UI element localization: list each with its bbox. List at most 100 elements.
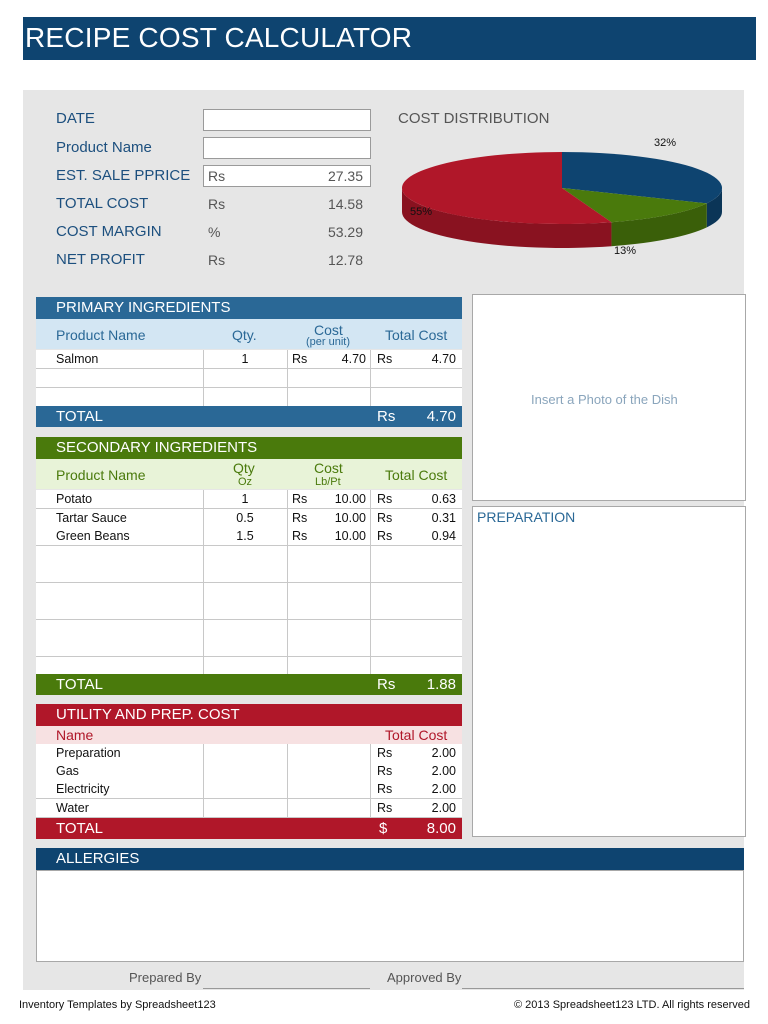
- cell-divider: [370, 582, 371, 601]
- allergies-header: ALLERGIES: [36, 848, 744, 870]
- cell-divider: [203, 564, 204, 582]
- cell-divider: [203, 601, 204, 619]
- pie-slice: [562, 152, 722, 204]
- secondary-ingredients-header: SECONDARY INGREDIENTS: [36, 437, 462, 459]
- row-total-currency: Rs: [377, 529, 393, 543]
- sale-price-value[interactable]: 27.35: [327, 168, 363, 184]
- sale-price-currency: Rs: [208, 168, 226, 184]
- table-row[interactable]: [36, 545, 462, 565]
- utility-cost-header: UTILITY AND PREP. COST: [36, 704, 462, 726]
- row-total: 0.63: [431, 492, 456, 506]
- cost-margin-unit: %: [208, 224, 221, 240]
- cell-divider: [287, 545, 288, 564]
- cell-divider: [203, 545, 204, 564]
- cell-divider: [203, 582, 204, 601]
- cell-divider: [370, 527, 371, 545]
- table-row[interactable]: Salmon 1 Rs 4.70 Rs 4.70: [36, 350, 462, 369]
- row-cost: 10.00: [334, 529, 366, 543]
- col-qty: Qty: [233, 460, 255, 476]
- cost-margin-label: COST MARGIN: [56, 223, 162, 240]
- table-row[interactable]: Water Rs 2.00: [36, 798, 462, 818]
- row-total: 2.00: [431, 746, 456, 760]
- prepared-by-line[interactable]: [203, 988, 370, 989]
- primary-column-header: Product Name Qty. Cost (per unit) Total …: [36, 319, 462, 349]
- cell-divider: [370, 490, 371, 508]
- utility-column-header: Name Total Cost: [36, 726, 462, 744]
- row-total: 2.00: [431, 782, 456, 797]
- product-name-field[interactable]: [203, 137, 371, 159]
- row-name: Green Beans: [56, 529, 130, 543]
- table-row[interactable]: Gas Rs 2.00: [36, 762, 462, 782]
- total-cost-label: TOTAL COST: [56, 195, 149, 212]
- row-cost: 10.00: [334, 510, 366, 525]
- pie-slice-side: [611, 203, 707, 247]
- table-row[interactable]: [36, 601, 462, 620]
- net-profit-label: NET PROFIT: [56, 251, 145, 268]
- cell-divider: [203, 798, 204, 817]
- net-profit-currency: Rs: [208, 252, 226, 268]
- cell-divider: [287, 564, 288, 582]
- cell-divider: [203, 656, 204, 675]
- row-name: Preparation: [56, 746, 121, 760]
- table-row[interactable]: [36, 638, 462, 657]
- cell-divider: [287, 798, 288, 817]
- net-profit-value: 12.78: [327, 252, 363, 268]
- secondary-total-currency: Rs: [377, 676, 396, 693]
- row-total-currency: Rs: [377, 510, 393, 525]
- table-row[interactable]: [36, 388, 462, 407]
- pie-slice-side: [706, 188, 722, 228]
- approved-by-line[interactable]: [462, 988, 744, 989]
- pie-slice-side: [402, 188, 612, 248]
- sale-price-label: EST. SALE PPRICE: [56, 167, 191, 184]
- row-name: Gas: [56, 764, 79, 779]
- table-row[interactable]: Electricity Rs 2.00: [36, 780, 462, 800]
- secondary-total-label: TOTAL: [56, 676, 103, 693]
- cell-divider: [203, 369, 204, 387]
- row-total-currency: Rs: [377, 746, 393, 760]
- col-cost: Cost: [314, 322, 343, 338]
- table-row[interactable]: [36, 656, 462, 676]
- row-cost-currency: Rs: [292, 352, 308, 366]
- table-row[interactable]: Preparation Rs 2.00: [36, 744, 462, 763]
- cell-divider: [287, 388, 288, 406]
- cell-divider: [203, 744, 204, 762]
- dish-photo-box[interactable]: Insert a Photo of the Dish: [472, 294, 746, 501]
- cell-divider: [287, 656, 288, 675]
- col-cost-sub: Lb/Pt: [315, 476, 341, 488]
- table-row[interactable]: [36, 369, 462, 388]
- row-cost-currency: Rs: [292, 492, 308, 506]
- utility-total-value: 8.00: [426, 820, 456, 837]
- table-row[interactable]: Tartar Sauce 0.5 Rs 10.00 Rs 0.31: [36, 508, 462, 528]
- cell-divider: [287, 744, 288, 762]
- sale-price-field[interactable]: [203, 165, 371, 187]
- preparation-box[interactable]: PREPARATION: [472, 506, 746, 837]
- primary-total-bar: TOTAL Rs 4.70: [36, 406, 462, 427]
- date-label: DATE: [56, 110, 95, 127]
- cell-divider: [287, 582, 288, 601]
- pie-data-label: 13%: [614, 245, 636, 257]
- row-total-currency: Rs: [377, 800, 393, 815]
- cell-divider: [370, 508, 371, 527]
- date-field[interactable]: [203, 109, 371, 131]
- cell-divider: [203, 780, 204, 799]
- cell-divider: [370, 798, 371, 817]
- cell-divider: [370, 780, 371, 799]
- allergies-field[interactable]: [36, 870, 744, 962]
- table-row[interactable]: Potato 1 Rs 10.00 Rs 0.63: [36, 490, 462, 509]
- table-row[interactable]: [36, 564, 462, 583]
- row-total: 2.00: [431, 800, 456, 815]
- cell-divider: [370, 762, 371, 781]
- cost-distribution-pie-chart: 32% 13% 55%: [401, 137, 722, 257]
- row-name: Electricity: [56, 782, 110, 797]
- table-row[interactable]: [36, 582, 462, 602]
- approved-by-label: Approved By: [387, 970, 462, 985]
- pie-slice: [562, 188, 707, 223]
- row-qty: 0.5: [236, 510, 254, 525]
- cell-divider: [203, 490, 204, 508]
- row-total: 2.00: [431, 764, 456, 779]
- cell-divider: [370, 545, 371, 564]
- row-total: 0.94: [431, 529, 456, 543]
- cell-divider: [370, 369, 371, 387]
- table-row[interactable]: [36, 619, 462, 639]
- table-row[interactable]: Green Beans 1.5 Rs 10.00 Rs 0.94: [36, 527, 462, 546]
